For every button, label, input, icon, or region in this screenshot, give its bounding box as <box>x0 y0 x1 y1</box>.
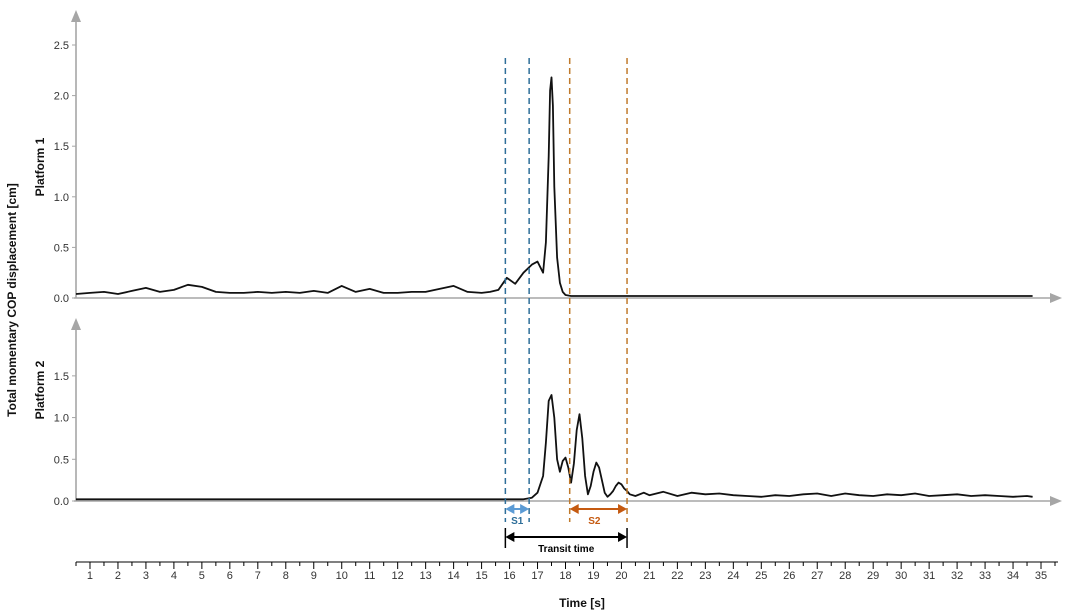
time-axis-tick-label: 28 <box>839 570 851 582</box>
time-axis-tick-label: 17 <box>531 570 543 582</box>
annotation-layer: S1 S2 Transit time <box>504 504 628 555</box>
time-axis-tick-label: 26 <box>783 570 795 582</box>
panel-2-x-arrow <box>1050 496 1062 506</box>
panel-2-y-tick-label: 1.5 <box>54 371 69 383</box>
y-axis-title: Total momentary COP displacement [cm] <box>5 183 19 417</box>
panel-2-y-tick-label: 0.5 <box>54 454 69 466</box>
time-axis-tick-label: 2 <box>115 570 121 582</box>
panel-1-y-arrow <box>71 10 81 22</box>
time-axis-tick-label: 27 <box>811 570 823 582</box>
time-axis-tick-label: 23 <box>699 570 711 582</box>
time-axis-tick-label: 16 <box>503 570 515 582</box>
transit-arrow-head-right <box>618 532 628 542</box>
time-axis-tick-label: 9 <box>311 570 317 582</box>
time-axis-tick-label: 15 <box>475 570 487 582</box>
panel-1-y-tick-label: 2.5 <box>54 40 69 52</box>
time-axis-tick-label: 8 <box>283 570 289 582</box>
panel-1-series-line <box>75 76 1033 297</box>
transit-time-label: Transit time <box>538 544 595 555</box>
s1-label: S1 <box>511 516 524 527</box>
time-axis-tick-label: 20 <box>615 570 627 582</box>
panel-2-y-arrow <box>71 318 81 330</box>
time-axis-tick-label: 24 <box>727 570 739 582</box>
s1-arrow-head-right <box>520 504 530 514</box>
time-axis-tick-label: 10 <box>336 570 348 582</box>
axes-layer: 0.00.51.01.52.02.50.00.51.01.51 2 3 4 5 6 7 8 9 1… <box>54 10 1062 582</box>
time-axis-tick-label: 4 <box>171 570 177 582</box>
s2-arrow-head-right <box>618 504 628 514</box>
transit-arrow-head-left <box>505 532 515 542</box>
time-axis-tick-label: 35 <box>1035 570 1047 582</box>
time-axis-tick-label: 7 <box>255 570 261 582</box>
s2-label: S2 <box>588 516 601 527</box>
panel-1-y-tick-label: 0.0 <box>54 293 69 305</box>
time-axis-tick-label: 22 <box>671 570 683 582</box>
time-axis-tick-label: 14 <box>447 570 459 582</box>
panel-1-y-tick-label: 1.5 <box>54 141 69 153</box>
s1-arrow-head-left <box>505 504 515 514</box>
time-axis-tick-label: 29 <box>867 570 879 582</box>
marker-layer <box>504 58 628 522</box>
time-axis-tick-label: 13 <box>420 570 432 582</box>
time-axis-tick-label: 33 <box>979 570 991 582</box>
panel-1-y-tick-label: 2.0 <box>54 91 69 103</box>
panel-1-label: Platform 1 <box>33 137 47 196</box>
time-axis-tick-label: 5 <box>199 570 205 582</box>
time-axis-tick-label: 30 <box>895 570 907 582</box>
time-axis-tick-label: 18 <box>559 570 571 582</box>
panel-1-y-tick-label: 1.0 <box>54 192 69 204</box>
s2-arrow-head-left <box>569 504 579 514</box>
panel-2-label: Platform 2 <box>33 360 47 419</box>
time-axis-tick-label: 31 <box>923 570 935 582</box>
panel-1-y-tick-label: 0.5 <box>54 242 69 254</box>
time-axis-tick-label: 3 <box>143 570 149 582</box>
time-axis-tick-label: 19 <box>587 570 599 582</box>
time-axis-tick-label: 25 <box>755 570 767 582</box>
panel-1-x-arrow <box>1050 293 1062 303</box>
panel-2-series-line <box>76 394 1033 501</box>
panel-2-y-tick-label: 1.0 <box>54 413 69 425</box>
panel-2-y-tick-label: 0.0 <box>54 496 69 508</box>
series-layer <box>75 76 1033 501</box>
time-axis-tick-label: 21 <box>643 570 655 582</box>
time-axis-tick-label: 12 <box>392 570 404 582</box>
time-axis-tick-label: 32 <box>951 570 963 582</box>
x-axis-title: Time [s] <box>559 596 605 610</box>
time-axis-tick-label: 6 <box>227 570 233 582</box>
time-axis-tick-label: 1 <box>87 570 93 582</box>
time-axis-tick-label: 11 <box>364 570 375 582</box>
time-axis-tick-label: 34 <box>1007 570 1019 582</box>
